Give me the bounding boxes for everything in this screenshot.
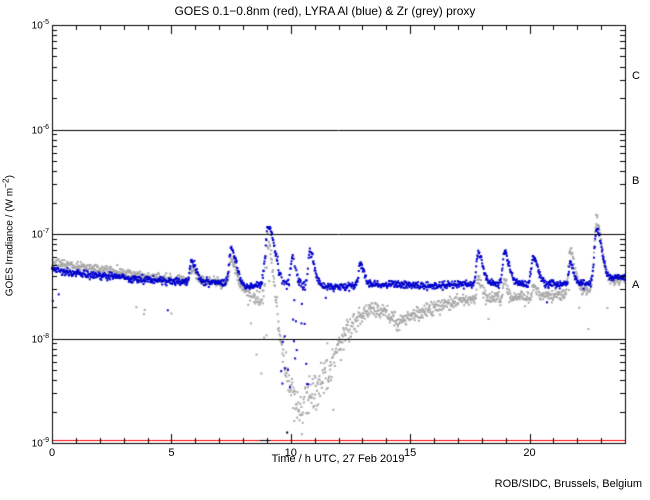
y-tick-label: 10-5 xyxy=(31,19,49,32)
y-tick-label: 10-9 xyxy=(31,437,49,450)
x-tick-label: 20 xyxy=(523,447,536,459)
y-axis-label: GOES Irradiance / (W m−2) xyxy=(0,156,15,316)
y-axis-label-text: GOES Irradiance / (W m xyxy=(4,187,16,297)
x-tick-label: 5 xyxy=(168,447,175,459)
y-tick-label: 10-6 xyxy=(31,123,49,136)
flare-class-label-a: A xyxy=(632,279,640,292)
y-tick-label: 10-7 xyxy=(31,228,49,241)
y-tick-label: 10-8 xyxy=(31,332,49,345)
y-axis-label-exponent: −2 xyxy=(0,178,11,188)
credit-footer: ROB/SIDC, Brussels, Belgium xyxy=(494,478,642,490)
flare-class-label-c: C xyxy=(632,70,640,83)
x-tick-label: 15 xyxy=(404,447,417,459)
chart-title: GOES 0.1−0.8nm (red), LYRA Al (blue) & Z… xyxy=(174,4,476,18)
x-tick-label: 10 xyxy=(284,447,297,459)
flare-class-label-b: B xyxy=(632,174,640,187)
y-axis-label-suffix: ) xyxy=(4,175,16,179)
x-axis-label: Time / h UTC, 27 Feb 2019 xyxy=(271,453,405,465)
x-tick-label: 0 xyxy=(48,447,56,459)
